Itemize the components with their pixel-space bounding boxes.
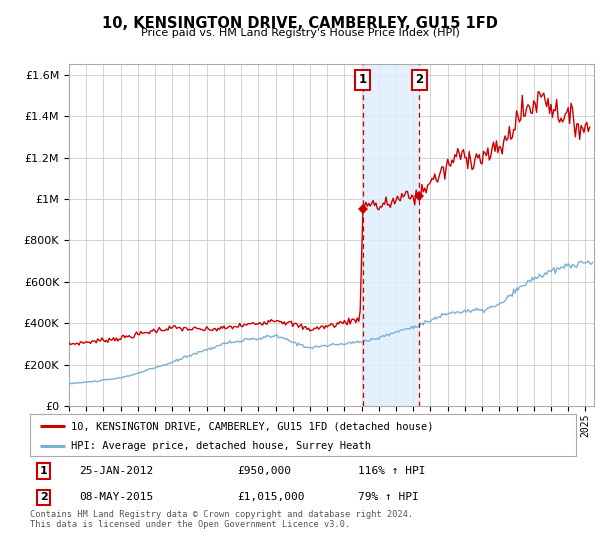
Text: £950,000: £950,000 [238,466,292,476]
Text: £1,015,000: £1,015,000 [238,492,305,502]
Text: 1: 1 [359,73,367,86]
Text: 25-JAN-2012: 25-JAN-2012 [79,466,154,476]
Text: 2: 2 [415,73,424,86]
Text: 08-MAY-2015: 08-MAY-2015 [79,492,154,502]
Text: Contains HM Land Registry data © Crown copyright and database right 2024.
This d: Contains HM Land Registry data © Crown c… [30,510,413,529]
Text: HPI: Average price, detached house, Surrey Heath: HPI: Average price, detached house, Surr… [71,441,371,451]
Text: 1: 1 [40,466,47,476]
Text: 10, KENSINGTON DRIVE, CAMBERLEY, GU15 1FD (detached house): 10, KENSINGTON DRIVE, CAMBERLEY, GU15 1F… [71,421,433,431]
Text: Price paid vs. HM Land Registry's House Price Index (HPI): Price paid vs. HM Land Registry's House … [140,28,460,38]
Text: 79% ↑ HPI: 79% ↑ HPI [358,492,418,502]
Text: 2: 2 [40,492,47,502]
Text: 116% ↑ HPI: 116% ↑ HPI [358,466,425,476]
Text: 10, KENSINGTON DRIVE, CAMBERLEY, GU15 1FD: 10, KENSINGTON DRIVE, CAMBERLEY, GU15 1F… [102,16,498,31]
Bar [363,64,419,406]
